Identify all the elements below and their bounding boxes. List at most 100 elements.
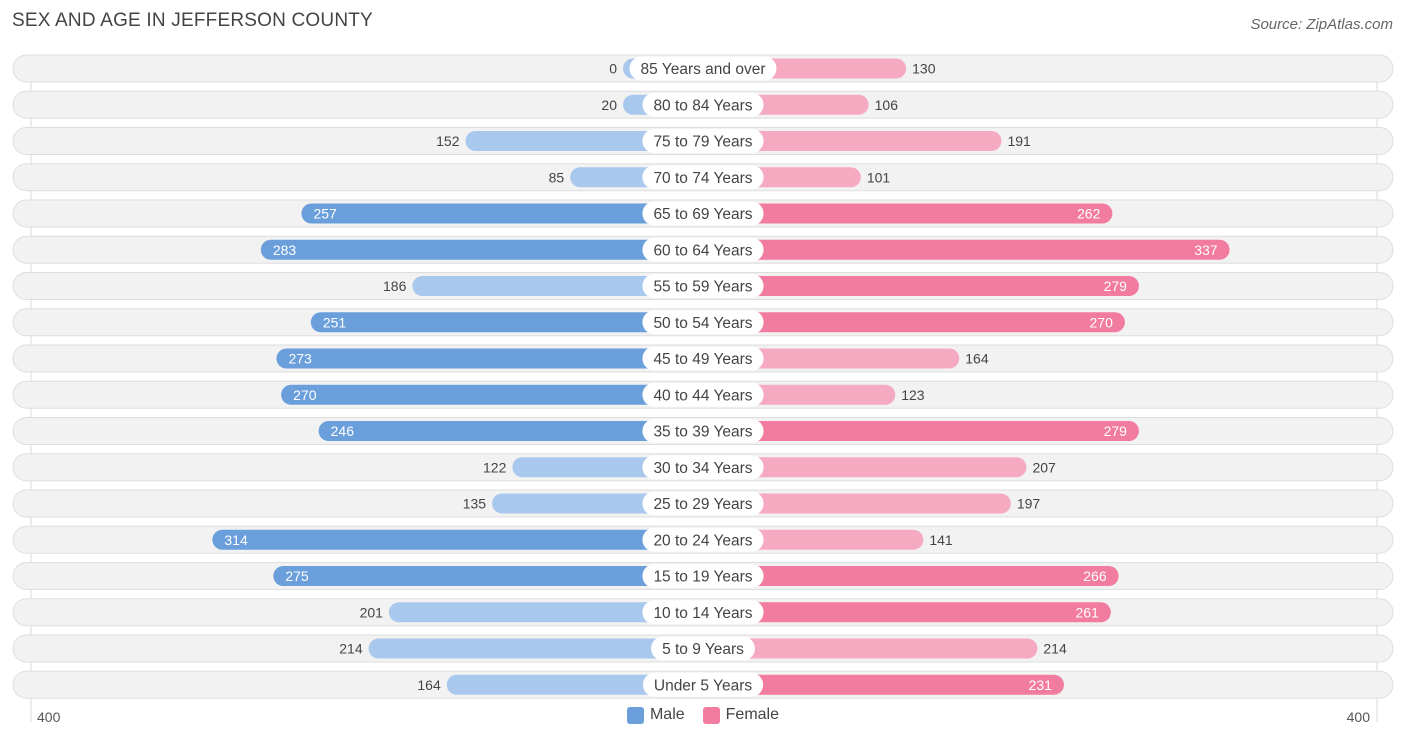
female-bar-65-to-69-years bbox=[691, 203, 1113, 224]
male-value-75-to-79-years: 152 bbox=[436, 133, 460, 149]
female-value-60-to-64-years: 337 bbox=[1194, 242, 1218, 258]
category-pill-60-to-64-years bbox=[642, 237, 764, 262]
male-bar-40-to-44-years bbox=[281, 384, 715, 405]
category-pill-80-to-84-years bbox=[642, 92, 764, 117]
male-value-20-to-24-years: 314 bbox=[224, 532, 248, 548]
male-bar-60-to-64-years bbox=[260, 239, 715, 260]
female-bar-15-to-19-years bbox=[691, 566, 1119, 586]
female-value-15-to-19-years: 266 bbox=[1083, 568, 1107, 584]
male-value-25-to-29-years: 135 bbox=[463, 496, 487, 512]
male-value-30-to-34-years: 122 bbox=[483, 459, 507, 475]
male-value-40-to-44-years: 270 bbox=[293, 387, 317, 403]
male-value-5-to-9-years: 214 bbox=[339, 641, 363, 657]
category-pill-85-years-and-over bbox=[629, 56, 777, 81]
category-pill-15-to-19-years bbox=[642, 564, 764, 588]
legend-label-female: Female bbox=[725, 706, 780, 723]
category-label-55-to-59-years: 55 to 59 Years bbox=[642, 274, 764, 298]
female-bar-30-to-34-years bbox=[691, 457, 1027, 478]
female-value-25-to-29-years: 197 bbox=[1017, 496, 1041, 512]
male-bar-45-to-49-years bbox=[276, 348, 715, 369]
male-bar-10-to-14-years bbox=[388, 602, 715, 623]
category-label-10-to-14-years: 10 to 14 Years bbox=[642, 600, 764, 625]
category-label-65-to-69-years: 65 to 69 Years bbox=[642, 201, 764, 226]
male-bar-50-to-54-years bbox=[310, 312, 715, 333]
category-text-75-to-79-years: 75 to 79 Years bbox=[653, 134, 752, 151]
category-pill-40-to-44-years bbox=[642, 382, 764, 407]
category-pill-10-to-14-years bbox=[642, 600, 764, 625]
category-text-85-years-and-over: 85 Years and over bbox=[641, 61, 766, 78]
female-value-55-to-59-years: 279 bbox=[1104, 278, 1128, 294]
male-bar-55-to-59-years bbox=[412, 276, 715, 296]
male-value-35-to-39-years: 246 bbox=[331, 423, 355, 439]
category-label-30-to-34-years: 30 to 34 Years bbox=[642, 455, 764, 480]
category-pill-55-to-59-years bbox=[642, 274, 764, 298]
female-bar-60-to-64-years bbox=[691, 239, 1230, 260]
category-pill-75-to-79-years bbox=[642, 129, 764, 153]
female-value-35-to-39-years: 279 bbox=[1104, 423, 1128, 439]
category-pill-65-to-69-years bbox=[642, 201, 764, 226]
category-text-under-5-years: Under 5 Years bbox=[654, 677, 752, 694]
male-value-85-years-and-over: 0 bbox=[609, 61, 617, 77]
category-label-5-to-9-years: 5 to 9 Years bbox=[651, 636, 755, 661]
female-value-70-to-74-years: 101 bbox=[867, 169, 891, 185]
female-bar-55-to-59-years bbox=[691, 276, 1139, 296]
legend-item-male: Male bbox=[626, 706, 685, 724]
category-text-10-to-14-years: 10 to 14 Years bbox=[653, 605, 752, 622]
category-text-50-to-54-years: 50 to 54 Years bbox=[653, 315, 752, 332]
category-text-40-to-44-years: 40 to 44 Years bbox=[653, 387, 752, 404]
category-label-80-to-84-years: 80 to 84 Years bbox=[642, 92, 764, 117]
category-text-15-to-19-years: 15 to 19 Years bbox=[653, 569, 752, 586]
male-bar-20-to-24-years bbox=[212, 529, 715, 550]
category-text-20-to-24-years: 20 to 24 Years bbox=[653, 532, 752, 549]
category-label-85-years-and-over: 85 Years and over bbox=[629, 56, 777, 81]
female-value-75-to-79-years: 191 bbox=[1007, 133, 1031, 149]
category-text-30-to-34-years: 30 to 34 Years bbox=[653, 460, 752, 477]
female-bar-50-to-54-years bbox=[691, 312, 1125, 333]
category-pill-50-to-54-years bbox=[642, 310, 764, 335]
legend-swatch-female bbox=[702, 706, 720, 724]
category-text-25-to-29-years: 25 to 29 Years bbox=[653, 496, 752, 513]
female-value-20-to-24-years: 141 bbox=[929, 532, 953, 548]
female-value-under-5-years: 231 bbox=[1029, 677, 1053, 693]
category-pill-30-to-34-years bbox=[642, 455, 764, 480]
female-bar-5-to-9-years bbox=[691, 638, 1038, 659]
female-value-85-years-and-over: 130 bbox=[912, 61, 936, 77]
category-text-80-to-84-years: 80 to 84 Years bbox=[653, 97, 752, 114]
category-text-60-to-64-years: 60 to 64 Years bbox=[653, 242, 752, 259]
female-value-30-to-34-years: 207 bbox=[1032, 459, 1056, 475]
category-text-35-to-39-years: 35 to 39 Years bbox=[653, 424, 752, 441]
female-value-10-to-14-years: 261 bbox=[1075, 604, 1099, 620]
male-value-55-to-59-years: 186 bbox=[383, 278, 407, 294]
female-bar-25-to-29-years bbox=[691, 493, 1011, 514]
category-pill-25-to-29-years bbox=[642, 491, 764, 516]
category-text-70-to-74-years: 70 to 74 Years bbox=[653, 170, 752, 187]
category-label-50-to-54-years: 50 to 54 Years bbox=[642, 310, 764, 335]
legend: Male Female bbox=[0, 706, 1406, 724]
male-value-65-to-69-years: 257 bbox=[313, 206, 337, 222]
category-label-70-to-74-years: 70 to 74 Years bbox=[642, 165, 764, 190]
category-pill-35-to-39-years bbox=[642, 419, 764, 443]
legend-label-male: Male bbox=[649, 706, 685, 723]
female-bar-10-to-14-years bbox=[691, 602, 1111, 623]
axis-label-left: 400 bbox=[37, 709, 61, 725]
male-value-15-to-19-years: 275 bbox=[285, 568, 309, 584]
female-bar-under-5-years bbox=[691, 674, 1064, 695]
male-bar-65-to-69-years bbox=[301, 203, 715, 224]
axis-label-right: 400 bbox=[1347, 709, 1371, 725]
legend-swatch-male bbox=[626, 706, 644, 724]
category-label-15-to-19-years: 15 to 19 Years bbox=[642, 564, 764, 588]
category-pill-5-to-9-years bbox=[651, 636, 755, 661]
female-value-50-to-54-years: 270 bbox=[1090, 314, 1114, 330]
category-label-40-to-44-years: 40 to 44 Years bbox=[642, 382, 764, 407]
female-bar-75-to-79-years bbox=[691, 131, 1002, 151]
category-pill-under-5-years bbox=[642, 672, 764, 697]
category-label-45-to-49-years: 45 to 49 Years bbox=[642, 346, 764, 371]
chart-title: SEX AND AGE IN JEFFERSON COUNTY bbox=[12, 10, 373, 31]
male-value-70-to-74-years: 85 bbox=[549, 169, 565, 185]
female-value-65-to-69-years: 262 bbox=[1077, 206, 1101, 222]
category-pill-45-to-49-years bbox=[642, 346, 764, 371]
category-label-20-to-24-years: 20 to 24 Years bbox=[642, 527, 764, 552]
category-label-under-5-years: Under 5 Years bbox=[642, 672, 764, 697]
male-value-10-to-14-years: 201 bbox=[360, 604, 384, 620]
